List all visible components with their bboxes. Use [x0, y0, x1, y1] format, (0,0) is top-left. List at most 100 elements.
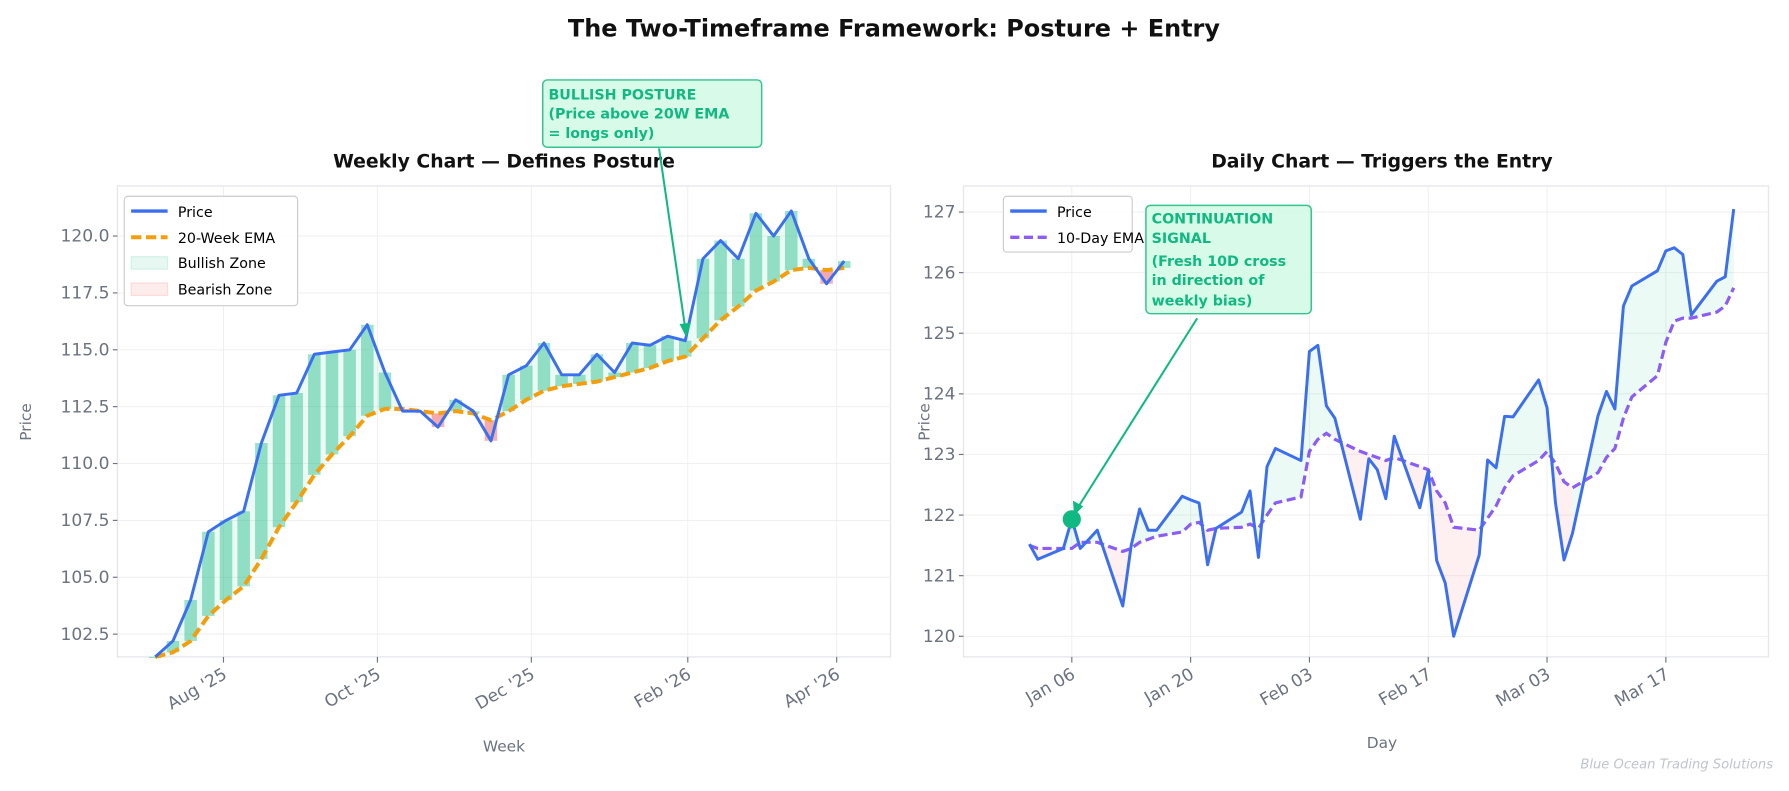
bullish-zone-bar — [678, 340, 692, 357]
bullish-zone-bar — [626, 342, 639, 373]
legend-ema: 10-Day EMA — [1057, 231, 1144, 247]
bullish-zone-bar — [149, 656, 162, 659]
bullish-zone-fill — [738, 213, 756, 307]
bullish-zone-bar — [308, 354, 321, 475]
ema-line — [1028, 287, 1736, 554]
bearish-zone-fill — [1564, 481, 1573, 560]
bullish-zone-fill — [278, 392, 297, 528]
bullish-zone-fill — [1326, 405, 1335, 440]
arrow-head-icon — [679, 322, 691, 338]
bullish-zone-bar — [573, 374, 586, 384]
bullish-zone-fill — [720, 240, 739, 321]
bullish-zone-fill — [1631, 270, 1658, 397]
bullish-zone-bar — [166, 640, 180, 653]
ema-line — [154, 265, 845, 659]
daily-annotation: CONTINUATION SIGNAL (Fresh 10D cross in … — [1072, 204, 1312, 516]
bullish-zone-fill — [1190, 499, 1200, 525]
daily-plot-area — [962, 185, 1770, 658]
annotation-line-5: weekly bias) — [1152, 294, 1253, 310]
bullish-zone-fill — [1623, 285, 1632, 419]
bullish-zone-bar — [643, 345, 657, 368]
bullish-zone-fill — [208, 520, 227, 616]
figure-title: The Two-Timeframe Framework: Posture + E… — [568, 15, 1220, 43]
y-tick-label: 120.0 — [61, 227, 110, 247]
y-tick-label: 122 — [923, 506, 956, 526]
bullish-zone-fill — [190, 531, 209, 641]
bullish-zone-fill — [1538, 379, 1548, 461]
legend-bearish: Bearish Zone — [178, 282, 273, 298]
bullish-zone-bar — [837, 261, 851, 268]
annotation-arrow — [1077, 317, 1199, 507]
legend-bearish-swatch — [130, 282, 169, 297]
price-line — [154, 209, 846, 658]
bullish-zone-fill — [596, 354, 615, 382]
bullish-zone-fill — [632, 342, 650, 373]
bullish-zone-bar — [590, 354, 604, 382]
y-tick-label: 102.5 — [61, 625, 110, 645]
bullish-zone-fill — [773, 211, 792, 282]
bullish-zone-bar — [361, 324, 374, 416]
bullish-zone-fill — [243, 443, 262, 587]
annotation-line-3: (Fresh 10D cross — [1152, 254, 1286, 270]
bullish-zone-bar — [520, 365, 533, 400]
bullish-zone-bar — [325, 352, 339, 455]
bullish-zone-bar — [449, 399, 462, 412]
y-tick-label: 127 — [923, 203, 956, 223]
bullish-zone-bar — [537, 342, 551, 391]
bullish-zone-fill — [1674, 247, 1683, 322]
daily-x-axis-label: Day — [1367, 734, 1397, 752]
annotation-line-4: in direction of — [1152, 273, 1266, 289]
bullish-zone-fill — [367, 324, 385, 416]
bullish-zone-fill — [226, 511, 244, 601]
bullish-zone-bar — [696, 258, 710, 339]
bullish-zone-bar — [378, 372, 392, 409]
y-tick-label: 115.0 — [61, 340, 110, 360]
y-tick-label: 107.5 — [61, 511, 110, 531]
bullish-zone-fill — [1182, 496, 1191, 533]
annotation-line-3: = longs only) — [548, 126, 654, 142]
bullish-zone-fill — [702, 240, 721, 339]
bullish-zone-fill — [1275, 448, 1301, 503]
arrow-head-icon — [1072, 500, 1084, 516]
bullish-zone-bar — [555, 374, 568, 387]
bullish-zone-bar — [767, 236, 780, 282]
weekly-annotation: BULLISH POSTURE (Price above 20W EMA = l… — [542, 79, 763, 338]
y-tick-label: 125 — [923, 324, 956, 344]
signal-point — [1062, 510, 1081, 529]
bearish-zone-fill — [1445, 502, 1454, 637]
bullish-zone-fill — [349, 324, 368, 437]
bullish-zone-fill — [1665, 247, 1675, 343]
legend-ema: 20-Week EMA — [178, 231, 276, 247]
bullish-zone-fill — [1309, 345, 1318, 452]
bullish-zone-fill — [526, 342, 544, 400]
bullish-zone-fill — [561, 374, 580, 387]
bullish-zone-fill — [296, 354, 315, 503]
watermark: Blue Ocean Trading Solutions — [1580, 758, 1773, 773]
weekly-chart: 102.5 105.0 107.5 110.0 112.5 115.0 117.5 120.0… — [17, 79, 892, 756]
annotation-line-1: BULLISH POSTURE — [548, 87, 696, 103]
bullish-zone-fill — [331, 349, 350, 455]
bullish-zone-bar — [784, 211, 798, 271]
bullish-zone-fill — [543, 342, 562, 391]
bearish-zone-fill — [1453, 527, 1480, 637]
bullish-zone-bar — [802, 258, 816, 268]
annotation-line-1: CONTINUATION — [1152, 212, 1274, 228]
y-tick-label: 120 — [923, 627, 956, 647]
bullish-zone-fill — [667, 336, 686, 362]
daily-legend: Price 10-Day EMA — [1002, 195, 1144, 253]
weekly-legend: Price 20-Week EMA Bullish Zone Bearish Z… — [123, 195, 299, 307]
bullish-zone-bar — [219, 520, 233, 601]
bullish-zone-bar — [255, 443, 268, 560]
annotation-line-2: SIGNAL — [1152, 231, 1211, 247]
y-tick-label: 124 — [923, 385, 956, 405]
price-line — [1028, 208, 1736, 638]
y-tick-label: 117.5 — [61, 284, 110, 304]
weekly-chart-title: Weekly Chart — Defines Posture — [333, 152, 675, 173]
bullish-zone-bar — [272, 395, 286, 528]
annotation-arrow — [658, 148, 687, 329]
legend-price: Price — [1057, 205, 1092, 221]
bullish-zone-bar — [290, 392, 303, 503]
bullish-zone-fill — [508, 365, 527, 412]
